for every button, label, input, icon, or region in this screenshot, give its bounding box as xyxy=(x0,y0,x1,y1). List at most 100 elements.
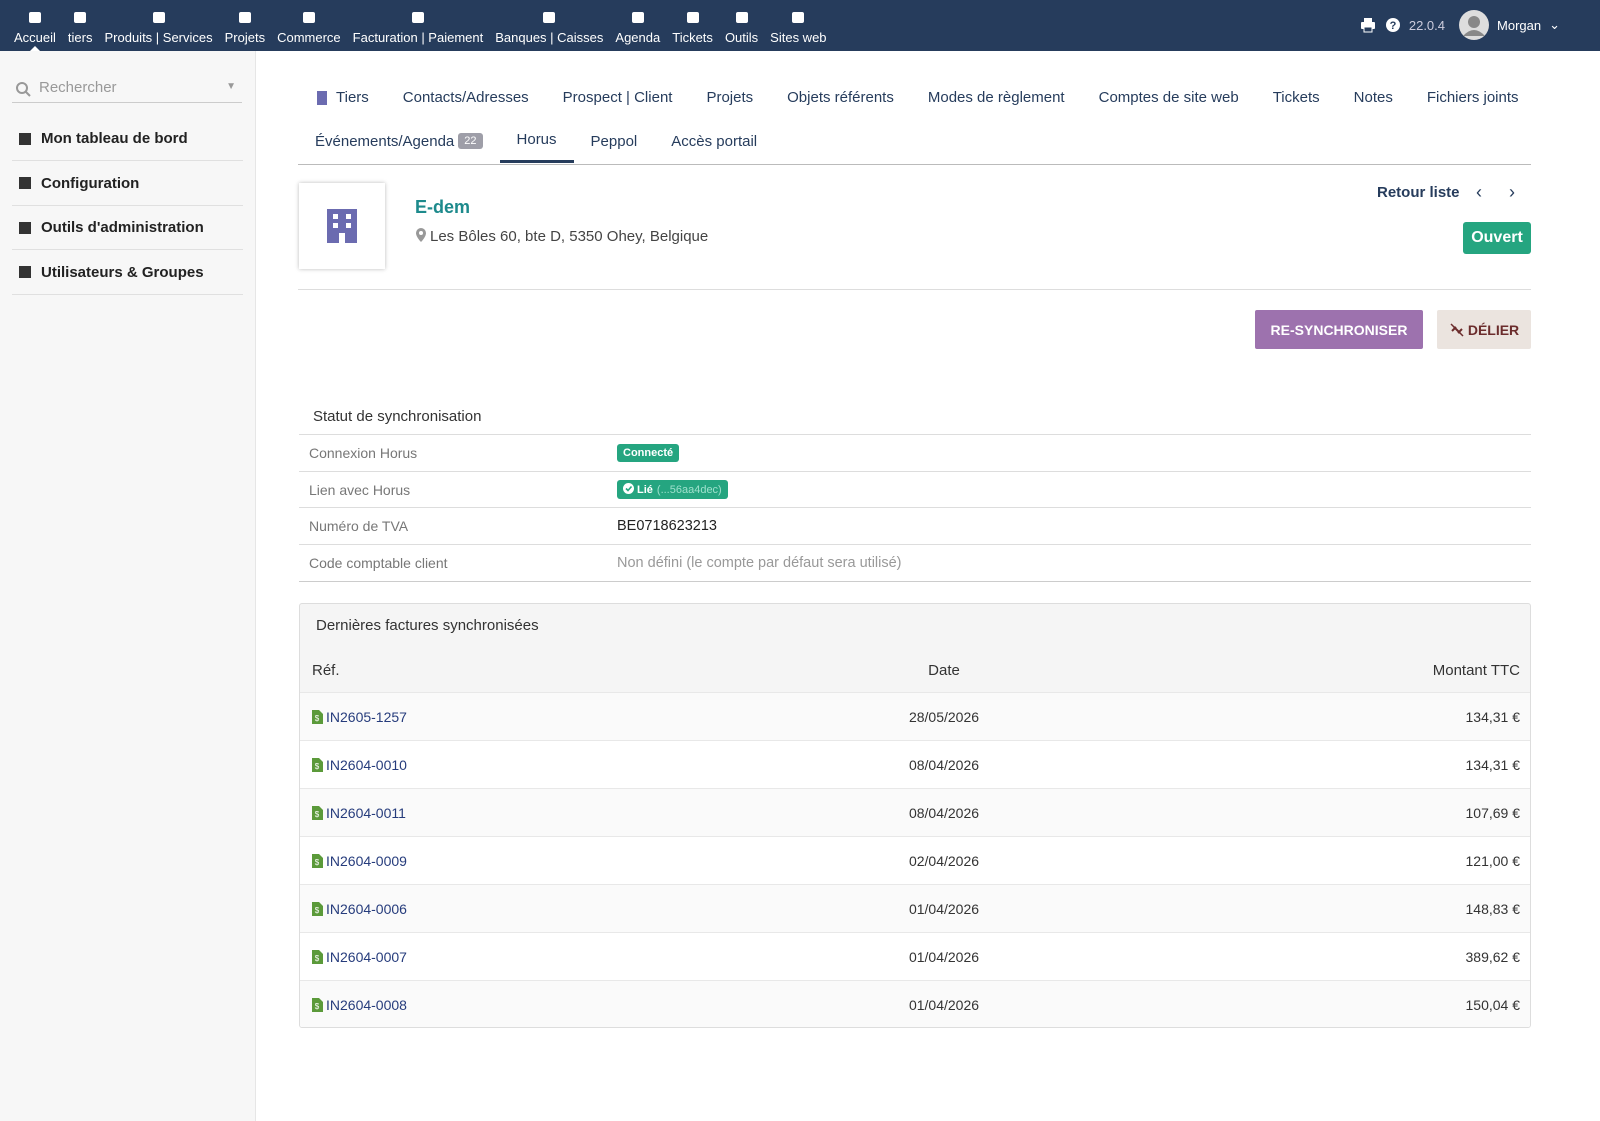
tab-label: Horus xyxy=(516,131,557,148)
menu-item[interactable]: Tickets xyxy=(666,0,719,51)
sidebar-label: Configuration xyxy=(41,174,140,192)
tab-label: Accès portail xyxy=(671,132,758,150)
invoice-ref[interactable]: $ IN2605-1257 xyxy=(312,709,407,725)
invoice-row: $ IN2604-0007 01/04/2026 389,62 € xyxy=(300,932,1530,980)
tab[interactable]: Peppol xyxy=(574,119,655,163)
menu-item[interactable]: Sites web xyxy=(764,0,832,51)
svg-text:$: $ xyxy=(315,954,320,963)
invoice-ref[interactable]: $ IN2604-0006 xyxy=(312,901,407,917)
menu-item[interactable]: Facturation | Paiement xyxy=(347,0,490,51)
invoice-row: $ IN2604-0009 02/04/2026 121,00 € xyxy=(300,836,1530,884)
version: 22.0.4 xyxy=(1408,17,1446,33)
menu-item[interactable]: Agenda xyxy=(609,0,666,51)
invoice-ref-text: IN2604-0008 xyxy=(326,996,407,1013)
user-caret[interactable]: ⌄ xyxy=(1549,17,1560,32)
sidebar: Rechercher ▼ Mon tableau de bord Configura… xyxy=(0,51,256,1121)
menu-label: Commerce xyxy=(277,30,341,45)
tab[interactable]: Comptes de site web xyxy=(1082,75,1256,119)
invoice-title: Dernières factures synchronisées xyxy=(316,617,539,634)
invoice-ref[interactable]: $ IN2604-0011 xyxy=(312,805,406,821)
column-header: Réf. xyxy=(312,662,340,679)
menu-item[interactable]: Outils xyxy=(719,0,764,51)
address-text: Les Bôles 60, bte D, 5350 Ohey, Belgique xyxy=(430,228,709,245)
tab[interactable]: Accès portail xyxy=(654,119,774,163)
tab[interactable]: Prospect | Client xyxy=(546,75,690,119)
invoice-amount: 121,00 € xyxy=(1465,852,1521,869)
sidebar-item[interactable]: Configuration xyxy=(12,162,243,206)
tab-badge: 22 xyxy=(458,133,483,149)
tab[interactable]: Tiers xyxy=(298,75,386,119)
invoice-ref-text: IN2604-0007 xyxy=(326,948,407,965)
pill-text: Lié xyxy=(637,484,653,496)
menu-item[interactable]: Produits | Services xyxy=(98,0,218,51)
invoice-date: 01/04/2026 xyxy=(908,996,980,1013)
tab[interactable]: Projets xyxy=(689,75,770,119)
tab[interactable]: Horus xyxy=(499,119,574,163)
menu-item[interactable]: tiers xyxy=(62,0,99,51)
next-button[interactable]: › xyxy=(1509,182,1515,202)
print-icon[interactable] xyxy=(1359,17,1377,33)
top-right: ? 22.0.4 Morgan ⌄ xyxy=(1359,10,1560,40)
tab[interactable]: Modes de règlement xyxy=(911,75,1082,119)
sidebar-item[interactable]: Outils d'administration xyxy=(12,206,243,250)
unlink-button[interactable]: DÉLIER xyxy=(1437,310,1531,349)
invoice-ref-text: IN2604-0009 xyxy=(326,852,407,869)
invoice-ref[interactable]: $ IN2604-0007 xyxy=(312,949,407,965)
invoice-amount: 134,31 € xyxy=(1465,708,1521,725)
menu-label: Banques | Caisses xyxy=(495,30,604,45)
invoice-amount: 150,04 € xyxy=(1465,996,1521,1013)
menu-item[interactable]: Projets xyxy=(219,0,271,51)
tab-label: Tickets xyxy=(1272,88,1320,106)
menu-label: Tickets xyxy=(672,30,713,45)
menu-item[interactable]: Banques | Caisses xyxy=(489,0,609,51)
sync-title: Statut de synchronisation xyxy=(313,408,482,425)
tab[interactable]: Fichiers joints xyxy=(1410,75,1536,119)
back-link[interactable]: Retour liste xyxy=(1377,184,1460,201)
search-box[interactable]: Rechercher ▼ xyxy=(12,79,242,103)
invoice-table: Dernières factures synchronisées Réf. Da… xyxy=(299,603,1531,1028)
sidebar-item[interactable]: Utilisateurs & Groupes xyxy=(12,251,243,295)
svg-text:$: $ xyxy=(315,714,320,723)
menu-item[interactable]: Commerce xyxy=(271,0,347,51)
prev-button[interactable]: ‹ xyxy=(1476,182,1482,202)
invoice-row: $ IN2605-1257 28/05/2026 134,31 € xyxy=(300,692,1530,740)
tab-label: Événements/Agenda xyxy=(315,132,455,150)
invoice-ref[interactable]: $ IN2604-0010 xyxy=(312,757,407,773)
invoice-row: $ IN2604-0008 01/04/2026 150,04 € xyxy=(300,980,1530,1027)
sync-label: Numéro de TVA xyxy=(309,518,409,534)
divider xyxy=(298,289,1531,290)
invoice-amount: 148,83 € xyxy=(1465,900,1521,917)
sidebar-item[interactable]: Mon tableau de bord xyxy=(12,117,243,161)
invoice-ref[interactable]: $ IN2604-0008 xyxy=(312,997,407,1013)
tab-label: Tiers xyxy=(336,88,369,106)
invoice-date: 08/04/2026 xyxy=(908,756,980,773)
menu-label: Facturation | Paiement xyxy=(352,30,484,45)
sync-row: Code comptable client Non défini (le comp… xyxy=(299,543,1531,581)
tab[interactable]: Tickets xyxy=(1256,75,1337,119)
avatar[interactable] xyxy=(1459,10,1490,40)
tab[interactable]: Contacts/Adresses xyxy=(386,75,546,119)
tab-label: Notes xyxy=(1353,88,1393,106)
invoice-row: $ IN2604-0011 08/04/2026 107,69 € xyxy=(300,788,1530,836)
resync-button[interactable]: RE-SYNCHRONISER xyxy=(1255,310,1423,349)
invoice-ref[interactable]: $ IN2604-0009 xyxy=(312,853,407,869)
tab[interactable]: Objets référents xyxy=(770,75,911,119)
invoice-row: $ IN2604-0006 01/04/2026 148,83 € xyxy=(300,884,1530,932)
menu-item[interactable]: Accueil xyxy=(8,0,62,51)
sync-row: Connexion Horus Connecté xyxy=(299,434,1531,471)
tab[interactable]: Événements/Agenda 22 xyxy=(298,119,500,163)
invoice-ref-text: IN2604-0006 xyxy=(326,900,407,917)
menu-label: Sites web xyxy=(770,30,827,45)
help-icon[interactable]: ? xyxy=(1385,17,1401,33)
status-pill: Lié (...56aa4dec) xyxy=(617,480,728,499)
user-name[interactable]: Morgan xyxy=(1497,17,1542,33)
menu-label: Produits | Services xyxy=(104,30,213,45)
invoice-date: 01/04/2026 xyxy=(908,948,980,965)
tab[interactable]: Notes xyxy=(1337,75,1410,119)
sidebar-label: Utilisateurs & Groupes xyxy=(41,263,204,281)
tab-label: Objets référents xyxy=(787,88,894,106)
menu-label: Agenda xyxy=(615,30,661,45)
svg-text:$: $ xyxy=(315,858,320,867)
